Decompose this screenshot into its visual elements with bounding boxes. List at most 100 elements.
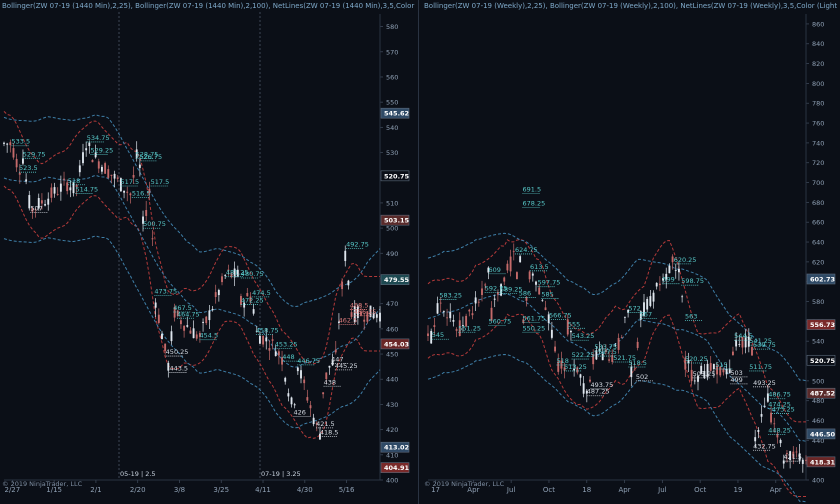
candle-body bbox=[18, 172, 21, 175]
netline-label: 534.75 bbox=[87, 134, 110, 142]
netline-label: 473.75 bbox=[154, 288, 177, 296]
candle-body bbox=[170, 331, 173, 342]
netline-label: 493.75 bbox=[591, 381, 614, 389]
candle-body bbox=[604, 349, 607, 353]
candle-body bbox=[126, 191, 129, 193]
candle-body bbox=[249, 296, 252, 302]
candle-body bbox=[528, 271, 531, 280]
chart-panel-weekly[interactable]: 4004204404604805005205405605806006206406… bbox=[422, 0, 840, 504]
price-marker-label: 602.73 bbox=[810, 275, 835, 283]
candle-body bbox=[337, 321, 340, 323]
candle-body bbox=[202, 321, 204, 323]
panel-divider[interactable] bbox=[418, 0, 423, 504]
candle-body bbox=[795, 451, 798, 453]
candle-body bbox=[474, 297, 477, 304]
y-tick-label: 840 bbox=[812, 40, 824, 48]
daily-chart-svg[interactable]: 4004104204304404504604704804905005105205… bbox=[0, 0, 420, 504]
bollinger100-mid bbox=[427, 293, 807, 442]
candle-body bbox=[519, 256, 522, 263]
session-label-1: 05-19 | 2.5 bbox=[120, 470, 156, 478]
netline-label: 450.25 bbox=[166, 348, 189, 356]
netline-label: 522.25 bbox=[572, 351, 595, 359]
y-tick-label: 640 bbox=[812, 239, 824, 247]
candle-body bbox=[53, 187, 56, 194]
candle-body bbox=[328, 365, 331, 368]
netline-label: 613.5 bbox=[530, 263, 549, 271]
candle-body bbox=[274, 351, 277, 357]
candle-body bbox=[427, 333, 429, 336]
y-tick-label: 400 bbox=[812, 477, 824, 485]
candle-body bbox=[735, 339, 738, 347]
candle-body bbox=[379, 312, 381, 322]
netline-label: 468.5 bbox=[350, 301, 369, 309]
candle-body bbox=[281, 357, 283, 365]
netline-label: 598.75 bbox=[681, 277, 704, 285]
netline-label: 533.75 bbox=[594, 343, 617, 351]
y-tick-label: 490 bbox=[386, 250, 398, 258]
price-marker bbox=[806, 387, 836, 399]
candle-body bbox=[6, 143, 9, 145]
y-tick-label: 470 bbox=[386, 300, 398, 308]
netline-label: 561.75 bbox=[523, 314, 546, 322]
candle-body bbox=[12, 148, 15, 158]
y-tick-label: 500 bbox=[812, 377, 824, 385]
x-tick-label: Apr bbox=[770, 486, 782, 494]
price-marker-label: 446.50 bbox=[810, 430, 836, 438]
candle-body bbox=[639, 311, 642, 320]
netline-label: 443.5 bbox=[169, 364, 188, 372]
weekly-chart-title: Bollinger(ZW 07-19 (Weekly),2,25), Bolli… bbox=[424, 2, 838, 10]
candle-body bbox=[101, 166, 103, 172]
candle-body bbox=[189, 330, 192, 334]
candle-body bbox=[589, 379, 591, 382]
candle-body bbox=[138, 164, 141, 168]
candle-body bbox=[671, 256, 674, 263]
netline-label: 678.25 bbox=[523, 199, 546, 207]
candle-body bbox=[620, 337, 623, 339]
candle-body bbox=[173, 306, 176, 318]
netline-label: 493.25 bbox=[753, 379, 776, 387]
netline-label: 462.5 bbox=[339, 317, 358, 325]
weekly-chart-svg[interactable]: 4004204404604805005205405605806006206406… bbox=[422, 0, 840, 504]
y-tick-label: 860 bbox=[812, 20, 824, 28]
candle-body bbox=[471, 313, 474, 316]
netline-label: 421.5 bbox=[316, 420, 335, 428]
candle-body bbox=[350, 312, 353, 317]
candle-body bbox=[331, 360, 334, 366]
netline-label: 599 bbox=[662, 276, 674, 284]
chart-panel-daily[interactable]: 4004104204304404504604704804905005105205… bbox=[0, 0, 420, 504]
netline-label: 503 bbox=[730, 369, 742, 377]
candle-body bbox=[180, 320, 182, 325]
candle-body bbox=[236, 269, 239, 277]
netline-label: 589.25 bbox=[500, 286, 523, 294]
netline-label: 472.25 bbox=[241, 296, 264, 304]
netline-label: 480.75 bbox=[241, 270, 264, 278]
candle-body bbox=[636, 341, 639, 348]
candle-body bbox=[706, 363, 709, 378]
candle-body bbox=[611, 355, 614, 362]
candle-body bbox=[344, 250, 347, 262]
candle-body bbox=[195, 334, 198, 339]
candle-body bbox=[205, 316, 208, 324]
candle-body bbox=[468, 309, 471, 312]
candle-body bbox=[82, 152, 84, 164]
netline-label: 523.5 bbox=[19, 164, 38, 172]
netline-label: 527.5 bbox=[598, 348, 617, 356]
candle-body bbox=[649, 296, 652, 306]
netline-label: 541.25 bbox=[749, 337, 772, 345]
netline-label: 624.75 bbox=[515, 246, 538, 254]
price-marker-label: 413.02 bbox=[384, 444, 409, 452]
candle-body bbox=[262, 335, 265, 345]
candle-body bbox=[465, 315, 468, 327]
candle-body bbox=[757, 429, 760, 432]
candle-body bbox=[525, 297, 528, 301]
candle-body bbox=[573, 368, 576, 371]
price-marker-label: 545.62 bbox=[384, 110, 409, 118]
candle-body bbox=[217, 290, 220, 296]
candle-body bbox=[633, 369, 636, 371]
netline-label: 418.5 bbox=[320, 429, 339, 437]
candle-body bbox=[487, 267, 490, 273]
candle-body bbox=[366, 311, 369, 322]
candle-body bbox=[9, 142, 12, 146]
netline-label: 691.5 bbox=[523, 185, 542, 193]
netline-label: 528.75 bbox=[136, 150, 159, 158]
